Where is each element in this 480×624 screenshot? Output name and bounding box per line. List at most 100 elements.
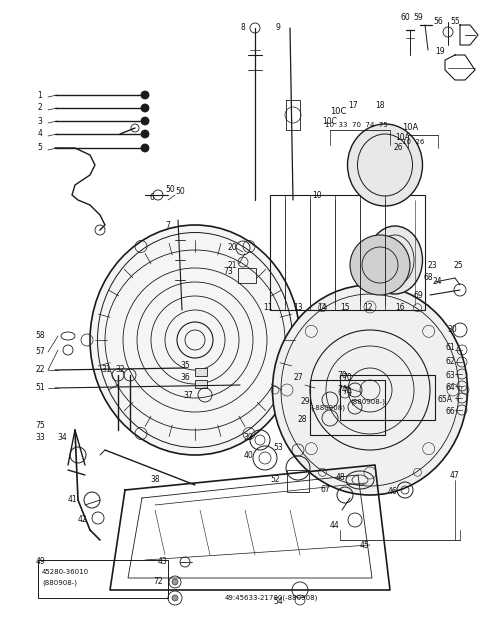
Text: 10A: 10A [396, 134, 410, 142]
Text: 2: 2 [37, 104, 42, 112]
Text: 18: 18 [375, 100, 385, 109]
Bar [287, 470, 309, 492]
Text: 10: 10 [312, 190, 322, 200]
Text: 10C: 10C [323, 117, 337, 127]
Text: 20: 20 [227, 243, 237, 253]
Text: 65A: 65A [437, 396, 453, 404]
Text: 21: 21 [227, 260, 237, 270]
Text: 41: 41 [67, 495, 77, 504]
Text: 47: 47 [450, 470, 460, 479]
Bar [310, 380, 385, 435]
Text: 57: 57 [35, 348, 45, 356]
Text: 52: 52 [270, 475, 280, 484]
Text: 54: 54 [273, 598, 283, 607]
Text: 44: 44 [330, 520, 340, 530]
Text: 3: 3 [37, 117, 42, 125]
Text: 27: 27 [293, 374, 303, 383]
Text: 39: 39 [243, 432, 253, 442]
Text: 63: 63 [445, 371, 455, 379]
Text: 55: 55 [450, 17, 460, 26]
Text: 46: 46 [387, 487, 397, 497]
Text: 5: 5 [37, 144, 42, 152]
Text: 8: 8 [240, 24, 245, 32]
Text: 70: 70 [337, 371, 347, 379]
Circle shape [172, 579, 178, 585]
Text: 33: 33 [35, 434, 45, 442]
Bar [195, 368, 207, 376]
Text: 73: 73 [223, 268, 233, 276]
Text: 70: 70 [342, 374, 352, 383]
Text: 29: 29 [300, 397, 310, 406]
Ellipse shape [348, 124, 422, 206]
Text: 23: 23 [427, 260, 437, 270]
Text: 10A: 10A [402, 124, 418, 132]
Text: 67: 67 [320, 485, 330, 494]
Text: 7: 7 [166, 220, 170, 230]
Text: 74: 74 [342, 388, 352, 396]
Text: 10C: 10C [330, 107, 347, 117]
Text: 4: 4 [37, 130, 42, 139]
Ellipse shape [368, 226, 422, 294]
Text: 14: 14 [317, 303, 327, 313]
Text: 16: 16 [395, 303, 405, 313]
Text: 34: 34 [57, 434, 67, 442]
Text: 1: 1 [37, 90, 42, 99]
Text: 75: 75 [35, 421, 45, 429]
Text: (880908-): (880908-) [42, 580, 77, 587]
Text: 72: 72 [153, 577, 163, 587]
Ellipse shape [90, 225, 300, 455]
Text: 59: 59 [413, 14, 423, 22]
Text: 10  26: 10 26 [402, 139, 424, 145]
Text: 62: 62 [445, 358, 455, 366]
Text: (-880908): (-880908) [310, 405, 345, 411]
Circle shape [141, 130, 149, 138]
Bar [238, 268, 256, 283]
Text: 68: 68 [423, 273, 433, 283]
Text: 50: 50 [165, 185, 175, 195]
Text: 43: 43 [157, 557, 167, 567]
Circle shape [172, 595, 178, 601]
Circle shape [141, 104, 149, 112]
Text: 32: 32 [115, 366, 125, 374]
Ellipse shape [273, 285, 468, 495]
Text: 25: 25 [453, 260, 463, 270]
Text: 30: 30 [447, 326, 457, 334]
Text: 15: 15 [340, 303, 350, 313]
Text: 58: 58 [35, 331, 45, 339]
Bar [38, 560, 168, 598]
Circle shape [141, 144, 149, 152]
Text: 69: 69 [413, 291, 423, 300]
Text: 37: 37 [183, 391, 193, 399]
Text: 19: 19 [435, 47, 445, 57]
Text: 38: 38 [150, 475, 160, 484]
Text: 51: 51 [35, 384, 45, 392]
Text: 22: 22 [35, 366, 45, 374]
Text: 50: 50 [175, 187, 185, 197]
Text: 24: 24 [432, 278, 442, 286]
Bar [340, 375, 435, 420]
Text: 28: 28 [297, 416, 307, 424]
Text: (880908-): (880908-) [350, 399, 385, 405]
Text: 35: 35 [180, 361, 190, 369]
Text: 26: 26 [393, 144, 403, 152]
Text: 13: 13 [293, 303, 303, 313]
Text: 64: 64 [445, 384, 455, 392]
Text: 49: 49 [35, 557, 45, 567]
Text: 56: 56 [433, 17, 443, 26]
Text: 60: 60 [400, 14, 410, 22]
Circle shape [141, 117, 149, 125]
Text: 10  33  70  74  75: 10 33 70 74 75 [325, 122, 388, 128]
Text: 9: 9 [276, 24, 280, 32]
Text: 53: 53 [273, 444, 283, 452]
Text: 42: 42 [77, 515, 87, 525]
Text: 36: 36 [180, 374, 190, 383]
Circle shape [350, 235, 410, 295]
Circle shape [141, 91, 149, 99]
Text: 17: 17 [348, 100, 358, 109]
Text: 12: 12 [363, 303, 373, 313]
Bar [195, 380, 207, 388]
Text: 45: 45 [360, 540, 370, 550]
Text: 49:45633-21700(-880908): 49:45633-21700(-880908) [225, 595, 318, 602]
Text: 45280-36010: 45280-36010 [42, 569, 89, 575]
Text: 6: 6 [150, 193, 155, 203]
